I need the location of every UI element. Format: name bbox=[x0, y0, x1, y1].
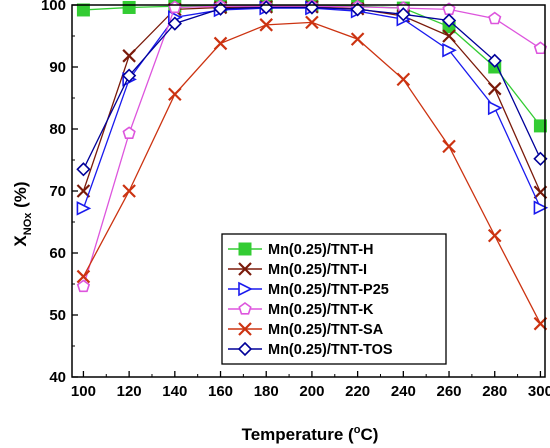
y-tick-label: 70 bbox=[49, 183, 66, 200]
data-point bbox=[122, 0, 136, 14]
data-point bbox=[76, 201, 92, 216]
data-point bbox=[76, 3, 90, 17]
legend-marker bbox=[238, 302, 252, 315]
legend-label: Mn(0.25)/TNT-H bbox=[268, 242, 374, 258]
legend-entry: Mn(0.25)/TNT-TOS bbox=[228, 341, 393, 358]
data-point bbox=[76, 269, 91, 284]
data-point bbox=[533, 200, 549, 216]
x-axis-title-main: Temperature ( bbox=[242, 425, 354, 444]
x-tick-label: 200 bbox=[299, 383, 324, 400]
data-point bbox=[305, 15, 319, 30]
y-tick-label: 40 bbox=[49, 369, 66, 386]
legend-entry: Mn(0.25)/TNT-I bbox=[228, 262, 367, 278]
series-layer bbox=[76, 0, 549, 331]
data-point bbox=[533, 119, 547, 133]
x-tick-label: 120 bbox=[117, 383, 142, 400]
legend-label: Mn(0.25)/TNT-I bbox=[268, 262, 367, 278]
y-axis-title-main: X bbox=[11, 235, 30, 247]
data-point bbox=[76, 162, 91, 177]
x-tick-label: 180 bbox=[254, 383, 279, 400]
x-axis-title-superscript: o bbox=[354, 424, 361, 436]
y-axis-title-unit: (%) bbox=[11, 181, 30, 212]
data-point bbox=[487, 228, 502, 243]
axis-ticks: 100 120 140 160 180 200 220 240 260 280 300 40 50 60 7… bbox=[41, 0, 550, 400]
data-point bbox=[213, 36, 228, 51]
data-point bbox=[76, 279, 91, 293]
data-point bbox=[487, 100, 503, 116]
x-tick-label: 280 bbox=[482, 383, 507, 400]
data-point bbox=[441, 13, 457, 28]
x-axis-title: Temperature (oC) bbox=[242, 424, 379, 444]
legend-entry: Mn(0.25)/TNT-SA bbox=[228, 322, 384, 338]
data-point bbox=[122, 49, 136, 63]
legend-items: Mn(0.25)/TNT-H Mn(0.25)/TNT-I Mn(0.25)/TNT… bbox=[228, 242, 393, 358]
legend-entry: Mn(0.25)/TNT-K bbox=[228, 302, 374, 318]
data-point bbox=[442, 29, 456, 43]
series-3 bbox=[76, 0, 549, 216]
data-point bbox=[122, 126, 136, 139]
y-axis-title: XNOx (%) bbox=[11, 181, 34, 246]
legend-entry: Mn(0.25)/TNT-P25 bbox=[228, 281, 389, 298]
x-tick-label: 260 bbox=[437, 383, 462, 400]
series-line bbox=[82, 6, 542, 193]
x-tick-label: 300 bbox=[528, 383, 550, 400]
y-tick-label: 50 bbox=[49, 307, 66, 324]
data-point bbox=[168, 87, 182, 102]
x-tick-label: 160 bbox=[208, 383, 233, 400]
x-tick-label: 140 bbox=[162, 383, 187, 400]
legend-box bbox=[221, 233, 447, 365]
legend-entry: Mn(0.25)/TNT-H bbox=[228, 242, 374, 258]
series-6 bbox=[76, 0, 548, 177]
data-point bbox=[396, 7, 411, 22]
data-point bbox=[442, 139, 456, 154]
legend: Mn(0.25)/TNT-H Mn(0.25)/TNT-I Mn(0.25)/TNT… bbox=[221, 233, 447, 365]
y-tick-label: 60 bbox=[49, 245, 66, 262]
data-point bbox=[488, 11, 502, 25]
data-point bbox=[76, 184, 91, 198]
x-tick-label: 240 bbox=[391, 383, 416, 400]
data-point bbox=[121, 68, 137, 83]
legend-marker bbox=[238, 242, 252, 256]
data-point bbox=[350, 2, 365, 17]
y-axis-title-subscript: NOx bbox=[22, 212, 34, 236]
series-line bbox=[82, 7, 542, 209]
legend-marker bbox=[238, 262, 252, 276]
legend-label: Mn(0.25)/TNT-P25 bbox=[268, 282, 389, 298]
data-point bbox=[167, 16, 182, 31]
series-2 bbox=[76, 0, 548, 200]
series-5 bbox=[76, 15, 548, 331]
legend-marker bbox=[238, 281, 253, 297]
data-point bbox=[259, 18, 274, 32]
data-point bbox=[396, 72, 411, 87]
series-1 bbox=[76, 0, 547, 133]
data-point bbox=[487, 81, 502, 96]
legend-marker bbox=[237, 341, 253, 357]
data-point bbox=[442, 42, 457, 58]
legend-label: Mn(0.25)/TNT-K bbox=[268, 302, 374, 318]
data-point bbox=[122, 184, 136, 198]
x-axis-title-unit: C) bbox=[360, 425, 378, 444]
legend-label: Mn(0.25)/TNT-SA bbox=[268, 322, 384, 338]
legend-marker bbox=[238, 322, 252, 336]
x-tick-label: 100 bbox=[71, 383, 96, 400]
data-point bbox=[350, 32, 365, 46]
legend-label: Mn(0.25)/TNT-TOS bbox=[268, 342, 393, 358]
y-tick-label: 90 bbox=[49, 59, 66, 76]
y-tick-label: 100 bbox=[41, 0, 66, 14]
y-tick-label: 80 bbox=[49, 121, 66, 138]
x-tick-label: 220 bbox=[345, 383, 370, 400]
data-point bbox=[487, 53, 502, 68]
